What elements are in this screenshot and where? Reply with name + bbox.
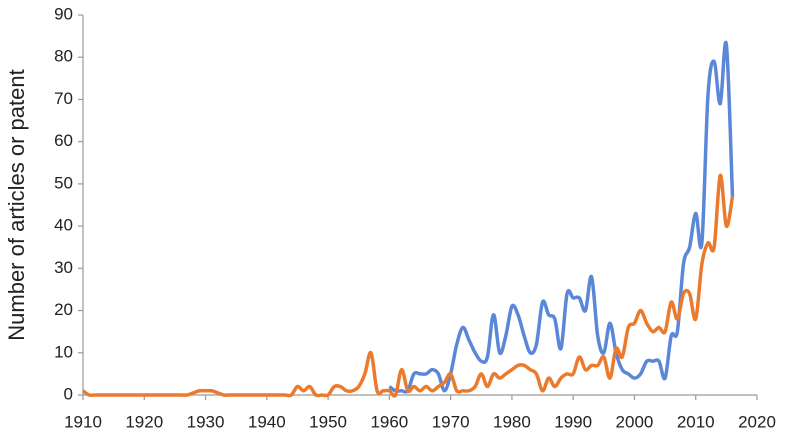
line-series bbox=[388, 40, 735, 394]
y-tick-label: 20 bbox=[54, 300, 73, 319]
y-tick-label: 0 bbox=[64, 384, 73, 403]
y-tick-label: 40 bbox=[54, 216, 73, 235]
y-tick-label: 80 bbox=[54, 47, 73, 66]
x-tick-label: 2000 bbox=[616, 412, 654, 431]
y-tick-label: 60 bbox=[54, 131, 73, 150]
x-tick-label: 1970 bbox=[432, 412, 470, 431]
y-tick-label: 70 bbox=[54, 89, 73, 108]
y-tick-label: 30 bbox=[54, 258, 73, 277]
y-tick-label: 10 bbox=[54, 342, 73, 361]
x-tick-label: 1960 bbox=[370, 412, 408, 431]
x-tick-label: 2020 bbox=[738, 412, 776, 431]
x-tick-label: 1920 bbox=[125, 412, 163, 431]
x-tick-label: 1980 bbox=[493, 412, 531, 431]
x-tick-label: 1950 bbox=[309, 412, 347, 431]
y-axis-label: Number of articles or patent bbox=[4, 69, 29, 340]
x-tick-label: 2010 bbox=[677, 412, 715, 431]
line-series bbox=[81, 173, 735, 398]
y-tick-label: 90 bbox=[54, 4, 73, 23]
x-tick-label: 1930 bbox=[187, 412, 225, 431]
y-tick-label: 50 bbox=[54, 173, 73, 192]
x-tick-label: 1990 bbox=[554, 412, 592, 431]
x-tick-label: 1940 bbox=[248, 412, 286, 431]
x-tick-label: 1910 bbox=[64, 412, 102, 431]
